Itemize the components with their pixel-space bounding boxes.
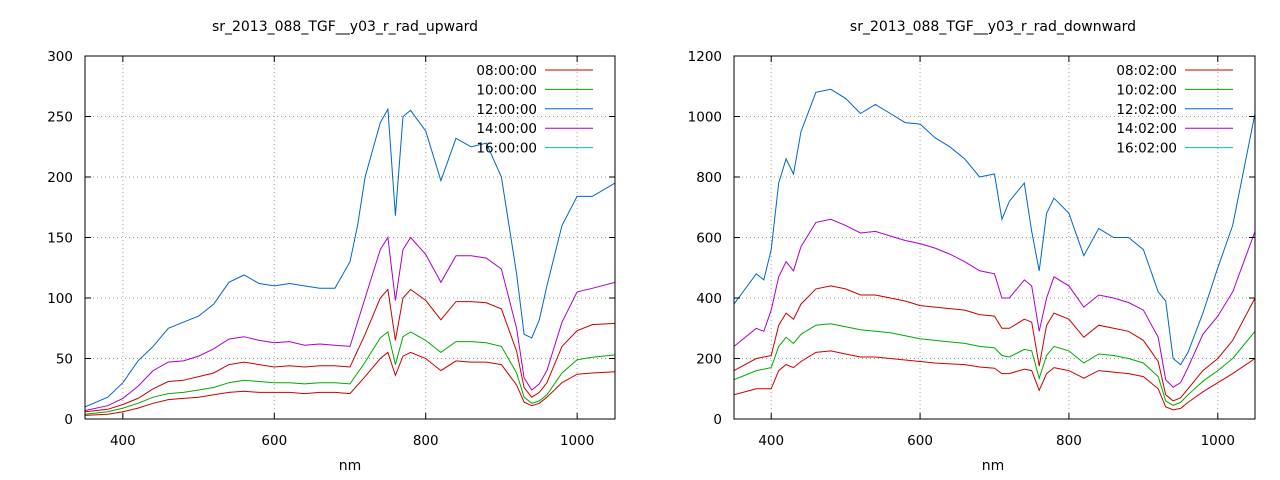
chart-2-ytick-label-4: 800 [696, 170, 722, 186]
chart-2-xtick-label-1: 600 [907, 433, 933, 449]
chart-2-legend-label-2: 12:02:00 [1116, 102, 1177, 118]
chart-2-ytick-label-2: 400 [696, 291, 722, 307]
chart-1-legend-label-3: 14:00:00 [476, 121, 537, 137]
chart-1-ytick-label-1: 50 [56, 352, 73, 368]
chart-2-legend-label-1: 10:02:00 [1116, 82, 1177, 98]
chart-1-series-line-0 [85, 288, 615, 413]
chart-1-legend-label-1: 10:00:00 [476, 82, 537, 98]
chart-2-ytick-label-0: 0 [713, 412, 722, 428]
chart-2-series-line-0 [734, 285, 1255, 402]
chart-2-xtick-label-0: 400 [758, 433, 784, 449]
chart-2-legend-label-0: 08:02:00 [1116, 63, 1177, 79]
chart-2-ytick-label-6: 1200 [688, 49, 722, 65]
chart-1-ytick-label-5: 250 [47, 110, 73, 126]
chart-1-xlabel: nm [339, 458, 362, 474]
chart-1-xtick-label-2: 800 [413, 433, 439, 449]
chart-1-series-line-5 [85, 351, 615, 416]
chart-2-series-line-5 [734, 350, 1255, 411]
chart-1-xtick-label-1: 600 [261, 433, 287, 449]
chart-1-series-line-3 [85, 236, 615, 411]
chart-1-ytick-label-4: 200 [47, 170, 73, 186]
chart-1-title: sr_2013_088_TGF__y03_r_rad_upward [212, 19, 478, 35]
chart-2-ytick-label-5: 1000 [688, 110, 722, 126]
chart-2-series-line-1 [734, 323, 1255, 406]
chart-1-ytick-label-6: 300 [47, 49, 73, 65]
chart-2-series-line-3 [734, 218, 1255, 388]
chart-2-legend-label-4: 16:02:00 [1116, 141, 1177, 157]
chart-1-legend-label-2: 12:00:00 [476, 102, 537, 118]
chart-1-ytick-label-2: 100 [47, 291, 73, 307]
chart-1-legend-label-0: 08:00:00 [476, 63, 537, 79]
chart-2-xtick-label-3: 1000 [1201, 433, 1235, 449]
chart-1-ytick-label-3: 150 [47, 231, 73, 247]
chart-1-xtick-label-0: 400 [110, 433, 136, 449]
chart-1-series-line-2 [85, 107, 615, 408]
chart-1-legend-label-4: 16:00:00 [476, 141, 537, 157]
chart-1-series-line-1 [85, 331, 615, 415]
chart-2-legend-label-3: 14:02:00 [1116, 121, 1177, 137]
chart-1-ytick-label-0: 0 [64, 412, 73, 428]
chart-1-xtick-label-3: 1000 [560, 433, 594, 449]
chart-2-xtick-label-2: 800 [1056, 433, 1082, 449]
chart-2-title: sr_2013_088_TGF__y03_r_rad_downward [850, 19, 1136, 35]
chart-2-xlabel: nm [982, 458, 1005, 474]
chart-2-ytick-label-1: 200 [696, 352, 722, 368]
chart-2-ytick-label-3: 600 [696, 231, 722, 247]
chart-2-series-line-2 [734, 88, 1255, 366]
